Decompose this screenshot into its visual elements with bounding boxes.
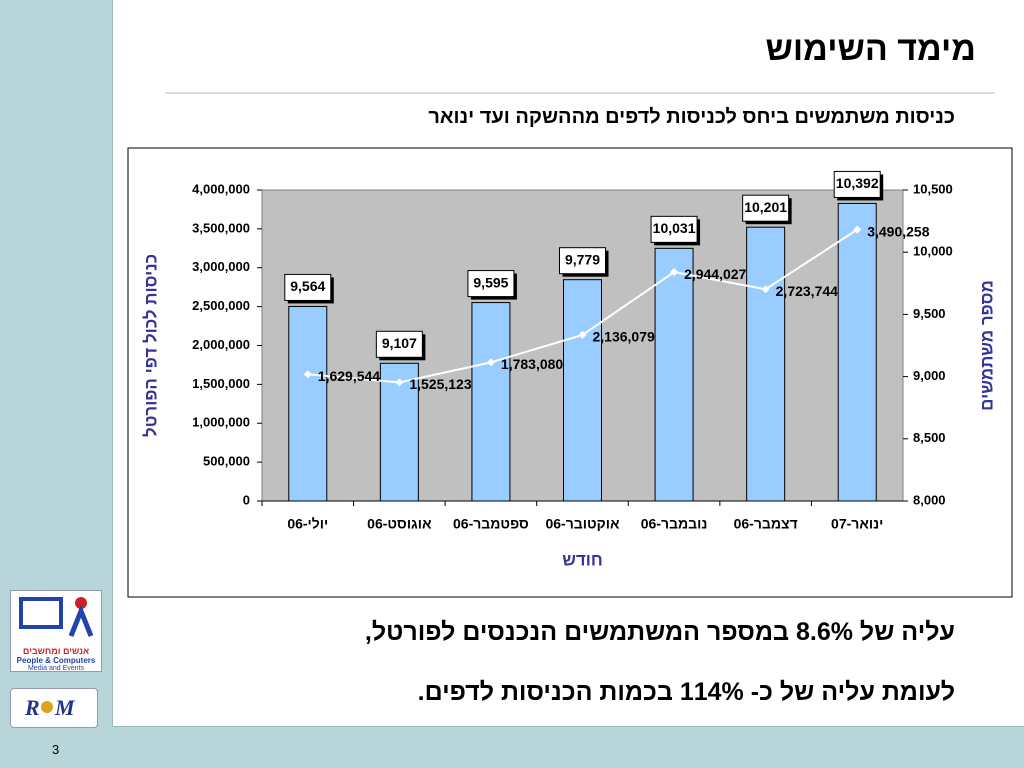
logo-text: People & Computers: [16, 656, 96, 665]
y2-tick-label: 10,500: [913, 181, 953, 196]
bar-value-label: 9,595: [473, 274, 508, 290]
y2-tick-label: 9,500: [913, 306, 946, 321]
label-box: [650, 215, 698, 243]
line-value-label: 2,944,027: [684, 266, 746, 282]
x-tick-label: יולי-06: [287, 516, 328, 532]
line-marker: [761, 285, 770, 294]
line-value-label: 2,136,079: [593, 329, 655, 345]
line-marker: [395, 378, 404, 387]
text-line: עליה של 8.6% במספר המשתמשים הנכנסים לפור…: [364, 618, 955, 646]
bar: [746, 226, 786, 502]
line-value-label: 1,629,544: [318, 368, 380, 384]
x-tick-label: נובמבר-06: [641, 516, 708, 532]
bar: [563, 279, 602, 502]
bar-value-label: 9,564: [290, 278, 325, 294]
y-tick-label: 2,500,000: [192, 298, 250, 313]
y-tick-label: 3,000,000: [192, 259, 250, 274]
logo-icon: [19, 597, 94, 637]
y-tick-label: 0: [243, 492, 250, 507]
bar: [837, 202, 877, 502]
x-tick-label: ינואר-07: [831, 516, 883, 532]
bar-value-label: 10,201: [744, 199, 787, 215]
logo-people: אנשים ומחשבים People & Computers Media a…: [10, 590, 102, 672]
y2-tick-label: 8,000: [913, 492, 946, 507]
x-tick-label: אוגוסט-06: [367, 516, 432, 532]
bar-value-label: 9,107: [382, 335, 417, 351]
line-value-label: 2,723,744: [776, 283, 838, 299]
bar-value-label: 10,031: [653, 220, 696, 236]
line-value-label: 1,525,123: [409, 376, 471, 392]
label-box: [467, 270, 515, 298]
text-line: לעומת עליה של כ- 114% בכמות הכניסות לדפי…: [417, 678, 955, 706]
y-tick-label: 4,000,000: [192, 181, 250, 196]
x-tick-label: אוקטובר-06: [545, 516, 620, 532]
y2-tick-label: 8,500: [913, 430, 946, 445]
x-tick-label: דצמבר-06: [734, 516, 798, 532]
logo-text: R: [25, 695, 40, 720]
logo-text: Media and Events: [27, 665, 85, 672]
logo-text: M: [55, 695, 75, 720]
subtitle: כניסות משתמשים ביחס לכניסות לדפים מההשקה…: [428, 106, 955, 128]
logo-rpm: R M: [10, 688, 98, 728]
line-marker: [578, 330, 587, 339]
label-box: [742, 194, 790, 222]
line-value-label: 1,783,080: [501, 356, 563, 372]
bar: [288, 305, 328, 502]
logo-dot: [41, 701, 53, 713]
label-box: [559, 247, 606, 275]
page-number: 3: [52, 742, 60, 757]
bar-value-label: 10,392: [836, 175, 879, 191]
chart: 0 500,000 1,000,000 1,500,000 2,000,000 2,500…: [127, 147, 1013, 598]
line-marker: [486, 358, 495, 367]
y-tick-label: 1,500,000: [192, 376, 250, 391]
slide-title: מימד השימוש: [765, 30, 976, 68]
x-axis-title: חודש: [562, 550, 603, 569]
line-marker: [853, 225, 862, 234]
line-value-label: 3,490,258: [867, 223, 929, 239]
logo-screen: [19, 597, 63, 629]
logo-body: [68, 604, 94, 637]
y-tick-label: 3,500,000: [192, 220, 250, 235]
label-box: [833, 170, 881, 198]
y-tick-label: 1,000,000: [192, 415, 250, 430]
bar-value-label: 9,779: [565, 251, 600, 267]
x-tick-label: ספטמבר-06: [453, 516, 529, 532]
y-tick-label: 2,000,000: [192, 337, 250, 352]
y-axis-title: כניסות לכול דפי הפורטל: [141, 254, 160, 437]
title-rule: [165, 92, 995, 94]
bar: [471, 302, 511, 502]
y2-tick-label: 9,000: [913, 368, 946, 383]
bar: [654, 247, 694, 502]
y-tick-label: 500,000: [203, 454, 250, 469]
label-box: [284, 273, 332, 301]
label-box: [375, 330, 423, 358]
y2-tick-label: 10,000: [913, 244, 953, 259]
y2-axis-title: מספר משתמשים: [977, 280, 996, 411]
line-marker: [670, 268, 679, 277]
logo-text: אנשים ומחשבים: [22, 646, 90, 656]
logo-head: [75, 597, 87, 609]
line-marker: [303, 370, 312, 379]
